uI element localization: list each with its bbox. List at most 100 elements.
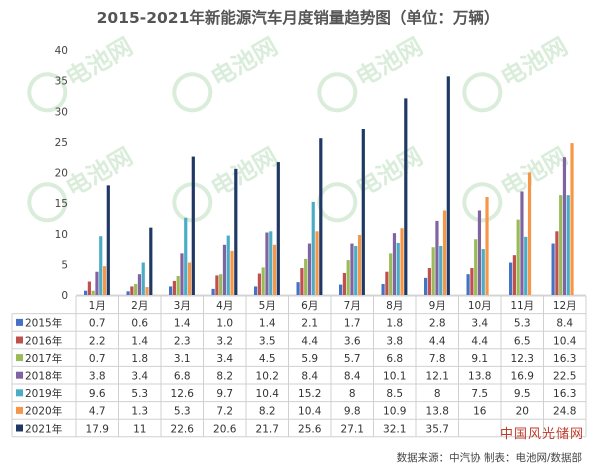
data-label: 10.1 [383, 371, 406, 383]
bar-2018年-9月 [435, 220, 439, 295]
watermark-logo: 电池网 [172, 32, 282, 113]
data-label: 25.6 [298, 423, 322, 435]
bar-2016年-4月 [215, 275, 219, 295]
bar-2015年-4月 [211, 288, 215, 296]
bar-2021年-7月 [361, 129, 365, 295]
data-label: 13.8 [426, 406, 449, 418]
watermark-text: 电池网 [61, 32, 137, 92]
data-label: 1.8 [131, 353, 148, 365]
bar-2021年-2月 [149, 227, 153, 296]
x-tick-label: 2月 [131, 300, 148, 312]
data-label: 20.6 [213, 423, 237, 435]
watermark-logo: 电池网 [317, 142, 427, 223]
bar-2021年-9月 [446, 76, 450, 295]
bar-2017年-3月 [176, 276, 180, 295]
bar-2016年-1月 [87, 281, 91, 295]
bar-2017年-4月 [219, 274, 223, 295]
watermark-text: 电池网 [61, 142, 137, 202]
data-label: 6.8 [386, 353, 403, 365]
bar-2019年-12月 [566, 195, 570, 295]
data-label: 27.1 [341, 423, 364, 435]
data-label: 2.1 [301, 318, 318, 330]
bar-2015年-7月 [339, 284, 343, 295]
bar-2017年-11月 [516, 219, 520, 295]
data-label: 15.2 [298, 388, 321, 400]
data-label: 4.7 [89, 406, 106, 418]
bar-2020年-11月 [527, 172, 532, 295]
data-label: 0.7 [89, 353, 106, 365]
data-label: 4.4 [301, 335, 318, 347]
data-label: 4.5 [259, 353, 276, 365]
bar-2018年-11月 [520, 191, 524, 295]
data-label: 1.4 [174, 318, 191, 330]
data-label: 5.3 [174, 406, 191, 418]
data-label: 8.4 [301, 371, 318, 383]
data-label: 9.8 [344, 406, 361, 418]
bar-2017年-5月 [261, 267, 265, 295]
bar-2020年-2月 [145, 287, 149, 295]
x-tick-label: 6月 [301, 300, 318, 312]
watermark-text: 电池网 [351, 32, 427, 92]
bar-2019年-2月 [141, 262, 145, 295]
data-label: 22.5 [553, 371, 576, 383]
data-label: 7.2 [216, 406, 233, 418]
watermark-logo: 电池网 [317, 32, 427, 113]
bar-2015年-3月 [169, 286, 173, 295]
x-tick-label: 5月 [259, 300, 276, 312]
data-label: 7.8 [429, 353, 446, 365]
bar-2016年-12月 [555, 231, 559, 295]
y-tick-label: 35 [55, 76, 68, 88]
data-label: 0.7 [89, 318, 106, 330]
legend-label: 2016年 [25, 334, 62, 347]
bar-2021年-6月 [319, 138, 323, 295]
data-label: 10.4 [553, 335, 577, 347]
bar-2018年-1月 [95, 271, 99, 295]
x-tick-label: 11月 [510, 300, 534, 312]
watermark-text: 电池网 [206, 32, 282, 92]
data-label: 0.6 [131, 318, 148, 330]
x-tick-label: 1月 [89, 300, 106, 312]
bar-2016年-10月 [470, 268, 474, 295]
data-label: 3.1 [174, 353, 191, 365]
bar-2020年-1月 [102, 266, 107, 295]
bar-2019年-6月 [311, 201, 315, 295]
data-label: 4.4 [429, 335, 446, 347]
legend-swatch-2015年 [16, 318, 23, 326]
data-label: 9.5 [514, 388, 531, 400]
data-label: 2.3 [174, 335, 191, 347]
bar-2020年-8月 [400, 228, 404, 295]
source-note: 数据来源：中汽协 制表：电池网/数据部 [396, 452, 582, 464]
bar-2019年-9月 [439, 246, 443, 295]
bar-2020年-10月 [485, 197, 489, 295]
y-tick-label: 25 [55, 137, 68, 149]
bar-2015年-10月 [466, 274, 470, 295]
watermark-logo: 电池网 [462, 142, 572, 223]
data-label: 8.5 [386, 388, 403, 400]
bar-2016年-6月 [300, 268, 304, 295]
bar-2017年-6月 [304, 258, 308, 295]
data-label: 1.3 [131, 406, 148, 418]
bar-2015年-6月 [296, 282, 300, 295]
data-label: 3.6 [344, 335, 361, 347]
data-label: 9.7 [216, 388, 233, 400]
x-tick-label: 9月 [429, 300, 446, 312]
legend-swatch-2016年 [16, 336, 23, 344]
data-label: 9.6 [89, 388, 106, 400]
watermark-logo: 电池网 [462, 32, 572, 113]
data-label: 3.2 [216, 335, 233, 347]
bar-2016年-5月 [257, 273, 261, 295]
data-label: 5.7 [344, 353, 361, 365]
bar-2019年-10月 [481, 249, 485, 295]
y-tick-label: 20 [55, 168, 68, 180]
bar-2018年-2月 [137, 274, 142, 295]
data-label: 5.3 [131, 388, 148, 400]
data-label: 8 [349, 388, 356, 400]
bar-2019年-5月 [269, 231, 273, 295]
bar-2017年-9月 [431, 247, 435, 295]
data-label: 32.1 [383, 423, 406, 435]
bar-2021年-8月 [404, 98, 408, 295]
bar-2020年-3月 [187, 262, 192, 295]
data-label: 10.4 [298, 406, 322, 418]
watermark-text: 电池网 [496, 142, 572, 202]
data-label: 20 [516, 406, 529, 418]
